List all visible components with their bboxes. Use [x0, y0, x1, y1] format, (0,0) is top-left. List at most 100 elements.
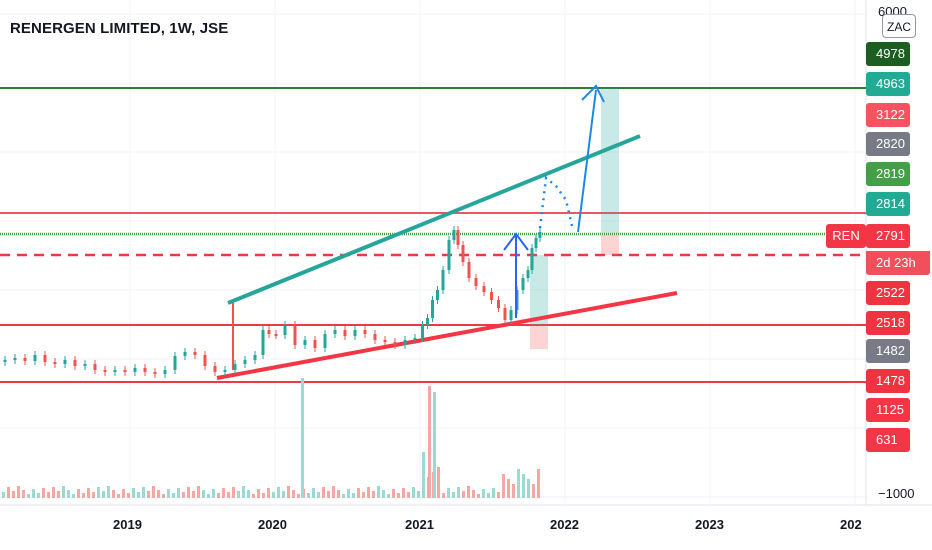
- volume-spike-2021-b: [433, 392, 436, 498]
- candle-body: [413, 338, 417, 340]
- candle-body: [482, 286, 486, 292]
- candle-body: [93, 364, 97, 370]
- candle-body: [63, 360, 67, 364]
- candle-body: [383, 340, 387, 342]
- candle-body: [213, 366, 217, 372]
- volume-bar: [202, 490, 205, 498]
- candle-body: [538, 232, 542, 238]
- volume-bar: [457, 487, 460, 498]
- volume-bar: [507, 479, 510, 498]
- chart-title: RENERGEN LIMITED, 1W, JSE: [10, 20, 229, 37]
- projection-dotted-path: [538, 175, 574, 229]
- volume-bar: [67, 490, 70, 498]
- symbol-price-tag: REN: [826, 224, 866, 248]
- volume-bar: [117, 494, 120, 498]
- x-tick-label-202: 202: [840, 517, 862, 532]
- volume-bar: [272, 492, 275, 498]
- volume-bar: [337, 490, 340, 498]
- candle-body: [203, 355, 207, 366]
- price-label-2814: 2814: [866, 192, 910, 216]
- currency-badge[interactable]: ZAC: [882, 14, 916, 38]
- volume-bar: [357, 488, 360, 498]
- candle-body: [421, 325, 424, 338]
- volume-bar: [37, 493, 40, 498]
- candle-body: [456, 230, 460, 245]
- volume-bar: [517, 469, 520, 498]
- volume-bar: [452, 492, 455, 498]
- volume-bar: [237, 491, 240, 498]
- candle-body: [153, 372, 157, 374]
- candle-body: [393, 342, 397, 345]
- candle-body: [143, 368, 147, 372]
- volume-bar: [222, 488, 225, 498]
- volume-bar: [487, 493, 490, 498]
- candle-body: [343, 330, 347, 336]
- price-label-1482: 1482: [866, 339, 910, 363]
- candle-body: [113, 370, 117, 372]
- volume-bar: [407, 492, 410, 498]
- volume-bar: [277, 487, 280, 498]
- candle-body: [267, 330, 271, 334]
- candle-body: [431, 300, 434, 318]
- volume-bar: [442, 493, 445, 498]
- candle-body: [373, 334, 377, 340]
- volume-bar: [532, 484, 535, 498]
- volume-bar: [217, 493, 220, 498]
- volume-bar: [317, 492, 320, 498]
- candle-body: [163, 370, 167, 374]
- volume-bar: [267, 488, 270, 498]
- volume-bar: [227, 492, 230, 498]
- candle-body: [13, 358, 17, 360]
- candle-body: [183, 352, 187, 356]
- upper-channel-line: [227, 134, 641, 305]
- volume-bar: [162, 494, 165, 498]
- candle-body: [534, 238, 538, 248]
- price-label-4963: 4963: [866, 72, 910, 96]
- volume-bar: [32, 489, 35, 498]
- volume-bar: [312, 488, 315, 498]
- volume-bar: [197, 486, 200, 498]
- volume-bar: [417, 491, 420, 498]
- volume-bar: [292, 490, 295, 498]
- x-tick-label-2021: 2021: [405, 517, 434, 532]
- volume-bar: [462, 491, 465, 498]
- volume-bar: [57, 491, 60, 498]
- volume-bar: [22, 490, 25, 498]
- volume-bar: [127, 493, 130, 498]
- position-stop-box: [530, 325, 548, 349]
- volume-bar: [467, 486, 470, 498]
- volume-bar: [332, 486, 335, 498]
- x-tick-label-2022: 2022: [550, 517, 579, 532]
- volume-bar: [367, 487, 370, 498]
- bar-countdown: 2d 23h: [866, 251, 930, 275]
- volume-bar: [327, 491, 330, 498]
- projection-arrowhead-1: [503, 232, 529, 251]
- volume-bar: [412, 487, 415, 498]
- volume-bar: [447, 488, 450, 498]
- candle-body: [530, 248, 534, 270]
- volume-bar: [177, 488, 180, 498]
- volume-bar: [382, 490, 385, 498]
- price-label-2518: 2518: [866, 311, 910, 335]
- volume-bar: [347, 489, 350, 498]
- volume-bar: [477, 494, 480, 498]
- position-target-box: [530, 255, 548, 325]
- volume-spike-2020: [301, 378, 304, 498]
- volume-bar: [482, 489, 485, 498]
- candle-body: [447, 240, 451, 270]
- candle-body: [461, 245, 465, 262]
- volume-bar: [157, 490, 160, 498]
- volume-bar: [437, 467, 440, 498]
- candle-body: [43, 355, 47, 362]
- candle-body: [3, 360, 7, 362]
- candle-body: [33, 355, 37, 361]
- candle-body: [283, 325, 287, 335]
- candle-body: [497, 300, 500, 308]
- volume-bar: [172, 493, 175, 498]
- volume-bar: [307, 493, 310, 498]
- volume-bar: [107, 486, 110, 498]
- volume-bar: [492, 488, 495, 498]
- volume-bar: [377, 486, 380, 498]
